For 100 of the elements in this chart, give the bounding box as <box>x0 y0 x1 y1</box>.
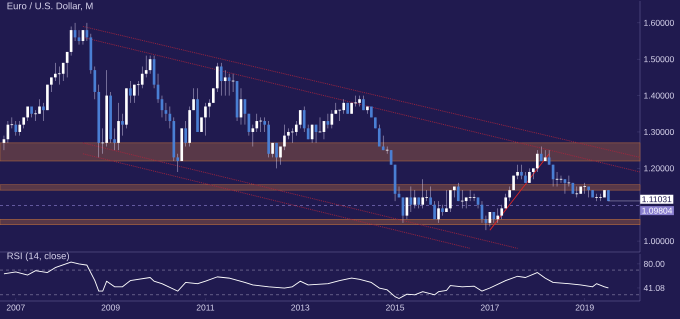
x-tick-label: 2017 <box>480 304 499 311</box>
candlestick <box>524 172 527 184</box>
candlestick <box>50 77 53 92</box>
candlestick <box>240 88 242 125</box>
candlestick <box>252 124 254 147</box>
candlestick <box>164 102 168 122</box>
y-tick-label: 1.60000 <box>644 20 674 26</box>
chart-title: RSI (14, close) <box>8 252 69 262</box>
candlestick <box>86 22 88 42</box>
candlestick <box>283 124 286 150</box>
candlestick <box>2 135 6 150</box>
candlestick <box>508 186 511 202</box>
candlestick <box>82 30 84 45</box>
y-tick-label: 80.00 <box>644 260 664 267</box>
candlestick <box>598 194 602 202</box>
candlestick <box>437 200 440 224</box>
candlestick <box>567 175 571 187</box>
candlestick <box>160 95 164 118</box>
candlestick <box>402 197 404 224</box>
candlestick <box>326 114 330 129</box>
candlestick <box>500 204 504 220</box>
candlestick <box>552 164 554 187</box>
candlestick <box>294 120 298 136</box>
candlestick <box>548 150 550 165</box>
candlestick <box>540 146 543 162</box>
x-tick-label: 2011 <box>196 304 214 311</box>
candlestick <box>121 114 124 136</box>
candlestick <box>70 26 72 56</box>
candlestick <box>306 124 310 140</box>
candlestick <box>42 102 45 122</box>
x-tick-label: 2015 <box>386 304 404 311</box>
y-tick-label: 1.00000 <box>644 238 674 244</box>
candlestick <box>429 186 432 205</box>
candlestick <box>290 128 294 144</box>
candlestick <box>271 142 274 158</box>
candlestick <box>516 164 519 180</box>
candlestick <box>156 74 160 104</box>
candlestick <box>78 30 80 45</box>
candlestick <box>358 95 361 107</box>
candlestick <box>433 200 436 220</box>
y-tick-label: 1.40000 <box>644 92 674 99</box>
candlestick <box>200 117 203 132</box>
candlestick <box>318 117 322 132</box>
candlestick <box>406 197 408 220</box>
candlestick <box>176 154 180 172</box>
candlestick <box>452 186 456 198</box>
candlestick <box>445 190 448 212</box>
candlestick <box>231 74 235 92</box>
candlestick <box>504 194 508 209</box>
candlestick <box>449 190 452 212</box>
candlestick <box>424 190 428 202</box>
y-tick-label: 1.30000 <box>644 128 674 135</box>
candlestick <box>248 114 250 136</box>
candlestick <box>30 106 33 118</box>
candlestick <box>184 120 188 147</box>
candlestick <box>594 194 598 202</box>
candlestick <box>259 117 262 132</box>
y-tick-label: 1.20000 <box>644 165 674 172</box>
candlestick <box>421 178 424 209</box>
candlestick <box>342 98 346 114</box>
candlestick <box>113 128 116 150</box>
candlestick <box>192 88 195 110</box>
candlestick <box>582 182 586 194</box>
candlestick <box>378 124 381 147</box>
candlestick <box>212 88 215 104</box>
annotation: 1.11031 <box>642 196 672 202</box>
candlestick <box>66 52 68 78</box>
candlestick <box>228 74 230 96</box>
candlestick <box>468 190 472 202</box>
candlestick <box>441 204 444 216</box>
y-tick-label: 41.08 <box>644 284 664 291</box>
x-tick-label: 2013 <box>291 304 310 311</box>
x-tick-label: 2019 <box>576 304 594 311</box>
candlestick <box>216 62 219 92</box>
candlestick <box>279 146 282 165</box>
candlestick <box>133 84 136 104</box>
candlestick <box>302 106 306 132</box>
candlestick <box>255 114 258 132</box>
candlestick <box>330 110 334 129</box>
candlestick <box>168 106 172 129</box>
candlestick <box>140 66 144 89</box>
candlestick <box>413 190 416 209</box>
candlestick <box>564 178 566 194</box>
candlestick <box>456 182 460 202</box>
candlestick <box>398 186 400 198</box>
candlestick <box>484 215 488 230</box>
candlestick <box>204 102 207 136</box>
candlestick <box>208 98 211 118</box>
candlestick <box>148 55 152 74</box>
x-tick-label: 2009 <box>102 304 120 311</box>
candlestick <box>310 124 314 144</box>
candlestick <box>334 102 338 114</box>
candlestick <box>263 117 266 132</box>
candlestick <box>460 190 464 209</box>
candlestick <box>129 80 132 104</box>
candlestick <box>93 66 96 100</box>
candlestick <box>38 98 41 114</box>
candlestick <box>298 110 302 129</box>
candlestick <box>480 200 484 224</box>
ref-line-label: 1.09804 <box>642 208 672 214</box>
